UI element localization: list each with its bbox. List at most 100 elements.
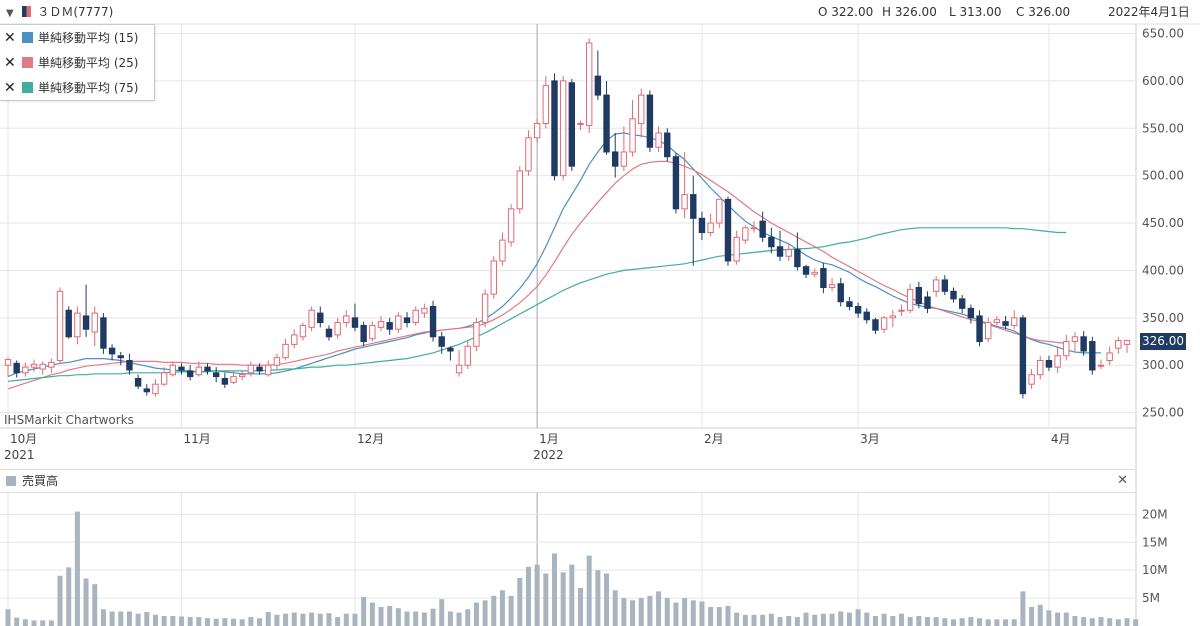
volume-bar <box>551 553 557 626</box>
volume-bar <box>881 613 887 626</box>
volume-bar <box>335 617 341 626</box>
price-tick-label: 250.00 <box>1142 406 1184 420</box>
volume-bar <box>361 596 367 626</box>
volume-bar <box>343 613 349 626</box>
price-tick-label: 600.00 <box>1142 74 1184 88</box>
volume-bar <box>257 618 263 626</box>
sma-line-2 <box>7 227 1067 382</box>
volume-bar <box>231 618 237 626</box>
volume-bar <box>430 608 436 626</box>
volume-panel-header: 売買高 ✕ <box>0 469 1136 493</box>
volume-bar <box>222 618 228 626</box>
volume-bar <box>525 566 531 626</box>
symbol-dropdown[interactable]: ▼ ３ＤＭ(7777) <box>6 0 113 24</box>
volume-bar <box>942 618 948 626</box>
candle-down <box>568 82 576 167</box>
remove-icon[interactable]: ✕ <box>4 54 16 71</box>
high-value: H 326.00 <box>882 5 937 19</box>
volume-bar <box>838 611 844 626</box>
volume-bar <box>1029 607 1035 626</box>
volume-tick-label: 10M <box>1142 563 1168 577</box>
volume-bar <box>1124 618 1130 626</box>
candle-down <box>204 366 211 372</box>
volume-bar <box>161 615 167 626</box>
volume-bar <box>404 611 410 626</box>
candle-up <box>490 260 497 295</box>
volume-bar <box>48 620 54 626</box>
candle-up <box>1097 364 1105 367</box>
candle-down <box>759 220 766 238</box>
volume-bar <box>1037 604 1043 626</box>
volume-bar <box>751 614 757 626</box>
volume-bar <box>699 601 705 626</box>
candle-down <box>690 194 697 219</box>
volume-bar <box>855 609 861 626</box>
volume-bar <box>768 613 774 626</box>
volume-bar <box>92 584 98 626</box>
volume-bar <box>1055 612 1061 626</box>
candle-down <box>698 217 706 234</box>
candle-down <box>256 366 263 372</box>
volume-bar <box>872 615 878 626</box>
candle-down <box>854 305 862 314</box>
volume-bar <box>734 612 740 626</box>
volume-panel-title: 売買高 <box>22 474 59 488</box>
volume-bar <box>656 591 662 626</box>
volume-bar <box>421 612 427 626</box>
legend-item-sma15: ✕ 単純移動平均 (15) <box>0 25 154 50</box>
candle-down <box>100 317 107 349</box>
volume-bar <box>66 567 72 626</box>
candle-down <box>134 378 142 387</box>
remove-icon[interactable]: ✕ <box>4 79 16 96</box>
volume-bar <box>283 613 289 626</box>
volume-bar <box>604 573 610 626</box>
candle-down <box>612 151 619 167</box>
candle-down <box>325 328 333 338</box>
candle-down <box>976 315 983 343</box>
remove-icon[interactable]: ✕ <box>4 29 16 46</box>
candle-up <box>421 307 428 314</box>
candle-down <box>672 156 680 210</box>
volume-bar <box>803 612 809 626</box>
volume-bar <box>1133 619 1139 626</box>
month-tick-label: 3月 <box>860 432 880 446</box>
price-tick-label: 450.00 <box>1142 216 1184 230</box>
legend-item-sma75: ✕ 単純移動平均 (75) <box>0 75 154 100</box>
candle-down <box>837 283 844 303</box>
candle-down <box>967 307 975 319</box>
candle-down <box>447 347 454 352</box>
volume-bar <box>630 600 636 626</box>
candle-up <box>195 366 203 376</box>
candle-up <box>473 322 480 347</box>
volume-bar <box>378 607 384 626</box>
close-icon[interactable]: ✕ <box>1117 473 1128 488</box>
candle-up <box>1106 352 1113 361</box>
candle-up <box>308 309 315 328</box>
candle-down <box>117 355 124 359</box>
candle-up <box>742 227 749 241</box>
candle-down <box>1080 336 1087 352</box>
candle-up <box>48 361 55 368</box>
volume-bar <box>317 613 323 626</box>
candle-up <box>985 322 992 340</box>
volume-bar <box>612 590 618 626</box>
candle-up <box>655 132 662 148</box>
volume-bar <box>439 599 445 626</box>
month-tick-label: 12月 <box>357 432 384 446</box>
price-tick-label: 400.00 <box>1142 263 1184 277</box>
volume-bar <box>352 613 358 626</box>
volume-bar <box>31 620 37 626</box>
price-tick-label: 350.00 <box>1142 311 1184 325</box>
legend-swatch <box>22 82 33 93</box>
candle-up <box>1071 336 1079 343</box>
candle-up <box>577 123 584 126</box>
candle-up <box>56 290 64 361</box>
volume-swatch <box>6 476 16 486</box>
volume-bar <box>213 618 219 626</box>
candle-up <box>39 363 46 370</box>
candle-down <box>915 287 923 305</box>
volume-bar <box>708 607 714 626</box>
volume-bar <box>248 617 254 626</box>
candle-up <box>828 284 836 289</box>
candle-up <box>273 357 281 366</box>
